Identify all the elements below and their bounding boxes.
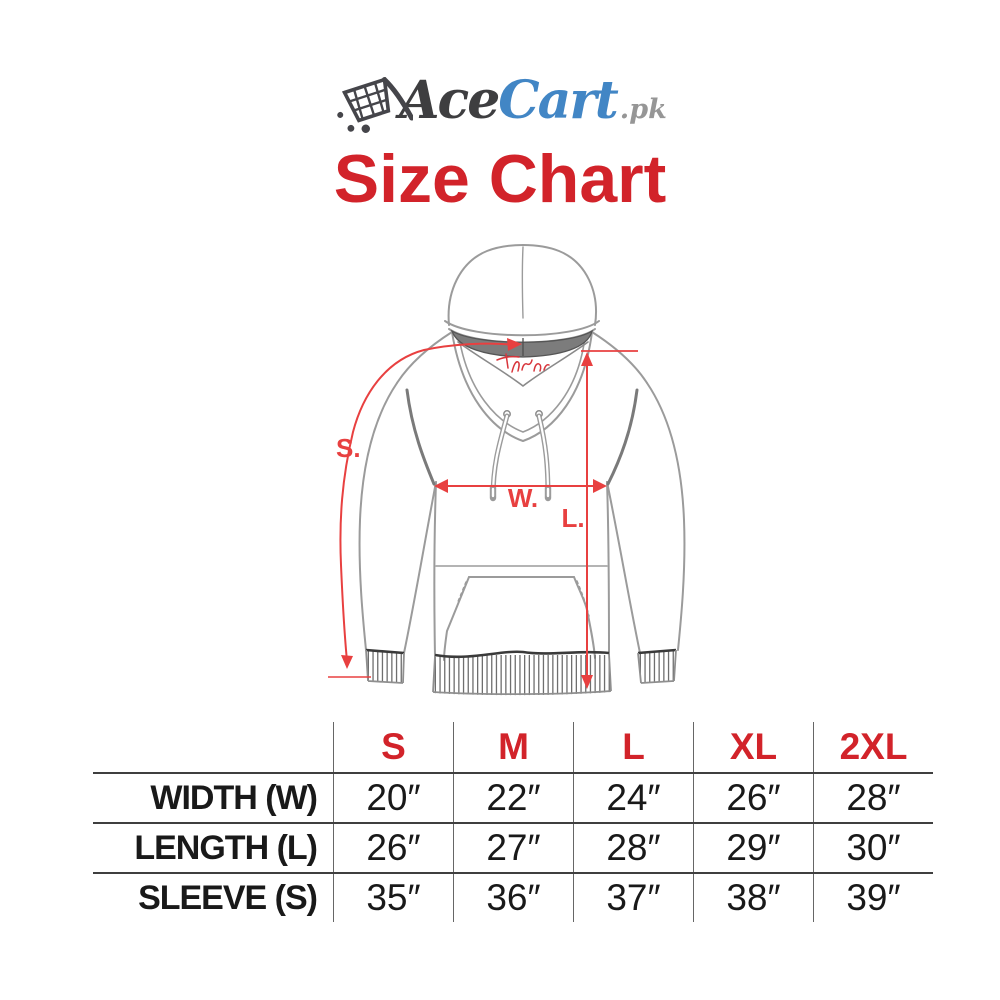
hood-outline — [447, 243, 597, 326]
shopping-cart-icon — [337, 77, 414, 133]
width-s: 20″ — [333, 774, 453, 822]
drawstrings — [489, 410, 552, 502]
length-2xl: 30″ — [813, 824, 933, 872]
length-xl: 29″ — [693, 824, 813, 872]
length-measure-line — [581, 350, 638, 689]
table-row-length: LENGTH (L) 26″ 27″ 28″ 29″ 30″ — [93, 822, 933, 872]
sleeve-measure-label: S. — [336, 433, 361, 463]
brand-logo: Ace Cart .pk — [0, 42, 1000, 133]
sleeve-s: 35″ — [333, 874, 453, 922]
brand-name-cart: Cart — [498, 70, 618, 131]
measurement-annotations: S. W. L. — [328, 338, 638, 689]
hem-ribbing — [432, 650, 612, 696]
sleeve-measure-line — [328, 338, 522, 678]
width-m: 22″ — [453, 774, 573, 822]
length-m: 27″ — [453, 824, 573, 872]
cuff-left — [365, 648, 405, 684]
header-empty-cell — [93, 722, 333, 772]
sleeve-xl: 38″ — [693, 874, 813, 922]
length-measure-label: L. — [561, 503, 584, 533]
size-chart-table: S M L XL 2XL WIDTH (W) 20″ 22″ 24″ 26″ 2… — [93, 722, 933, 922]
table-header-row: S M L XL 2XL — [93, 722, 933, 772]
table-row-sleeve: SLEEVE (S) 35″ 36″ 37″ 38″ 39″ — [93, 872, 933, 922]
size-col-s: S — [333, 722, 453, 772]
sleeve-2xl: 39″ — [813, 874, 933, 922]
brand-tld: .pk — [619, 94, 667, 125]
width-2xl: 28″ — [813, 774, 933, 822]
row-label-sleeve: SLEEVE (S) — [138, 878, 318, 917]
size-col-xl: XL — [693, 722, 813, 772]
width-l: 24″ — [573, 774, 693, 822]
cuff-right — [637, 648, 677, 684]
size-col-l: L — [573, 722, 693, 772]
collar-brand-script-icon — [496, 353, 550, 373]
width-xl: 26″ — [693, 774, 813, 822]
size-col-m: M — [453, 722, 573, 772]
sleeve-l: 37″ — [573, 874, 693, 922]
sleeve-m: 36″ — [453, 874, 573, 922]
table-row-width: WIDTH (W) 20″ 22″ 24″ 26″ 28″ — [93, 772, 933, 822]
brand-name-ace: Ace — [399, 70, 500, 131]
width-measure-label: W. — [508, 483, 538, 513]
hoodie-silhouette — [359, 245, 685, 695]
page-title: Size Chart — [333, 141, 667, 217]
width-measure-arrow — [434, 479, 607, 493]
length-s: 26″ — [333, 824, 453, 872]
size-col-2xl: 2XL — [813, 722, 933, 772]
armhole-seams — [405, 388, 639, 486]
length-l: 28″ — [573, 824, 693, 872]
row-label-width: WIDTH (W) — [150, 778, 318, 817]
row-label-length: LENGTH (L) — [134, 828, 318, 867]
